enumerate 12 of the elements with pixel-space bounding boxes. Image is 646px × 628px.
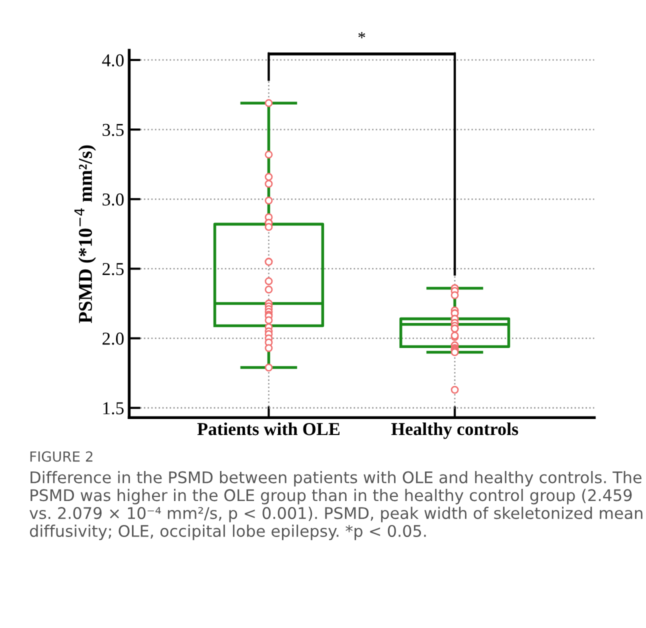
y-tick-label: 1.5 [103, 402, 124, 414]
y-tick-label: 2.0 [102, 332, 124, 345]
y-tick-label: 4.0 [102, 54, 124, 66]
text: FIGURE 2 [30, 451, 92, 462]
x-tick-label: Patients with OLE [197, 422, 340, 436]
x-tick-label: Healthy controls [391, 422, 518, 439]
y-tick-label: 3.5 [102, 124, 124, 136]
y-axis-title: PSMD (*10$^{−4}$ mm²/s) [74, 145, 96, 324]
text: Difference in the PSMD between patients with OLE and healthy controls. The PSMD was higher in the OLE group than in the healthy control group (2.459 vs. 2.079 × 10⁻⁴ mm²/s, p < 0.001). PSMD, peak width of skeletonized mean diffusivity; OLE, occipital lobe epilepsy. *p < 0.05. [30, 471, 642, 540]
y-tick-label: 2.5 [102, 263, 124, 276]
text: * [358, 32, 366, 38]
y-tick-label: 3.0 [102, 193, 124, 206]
